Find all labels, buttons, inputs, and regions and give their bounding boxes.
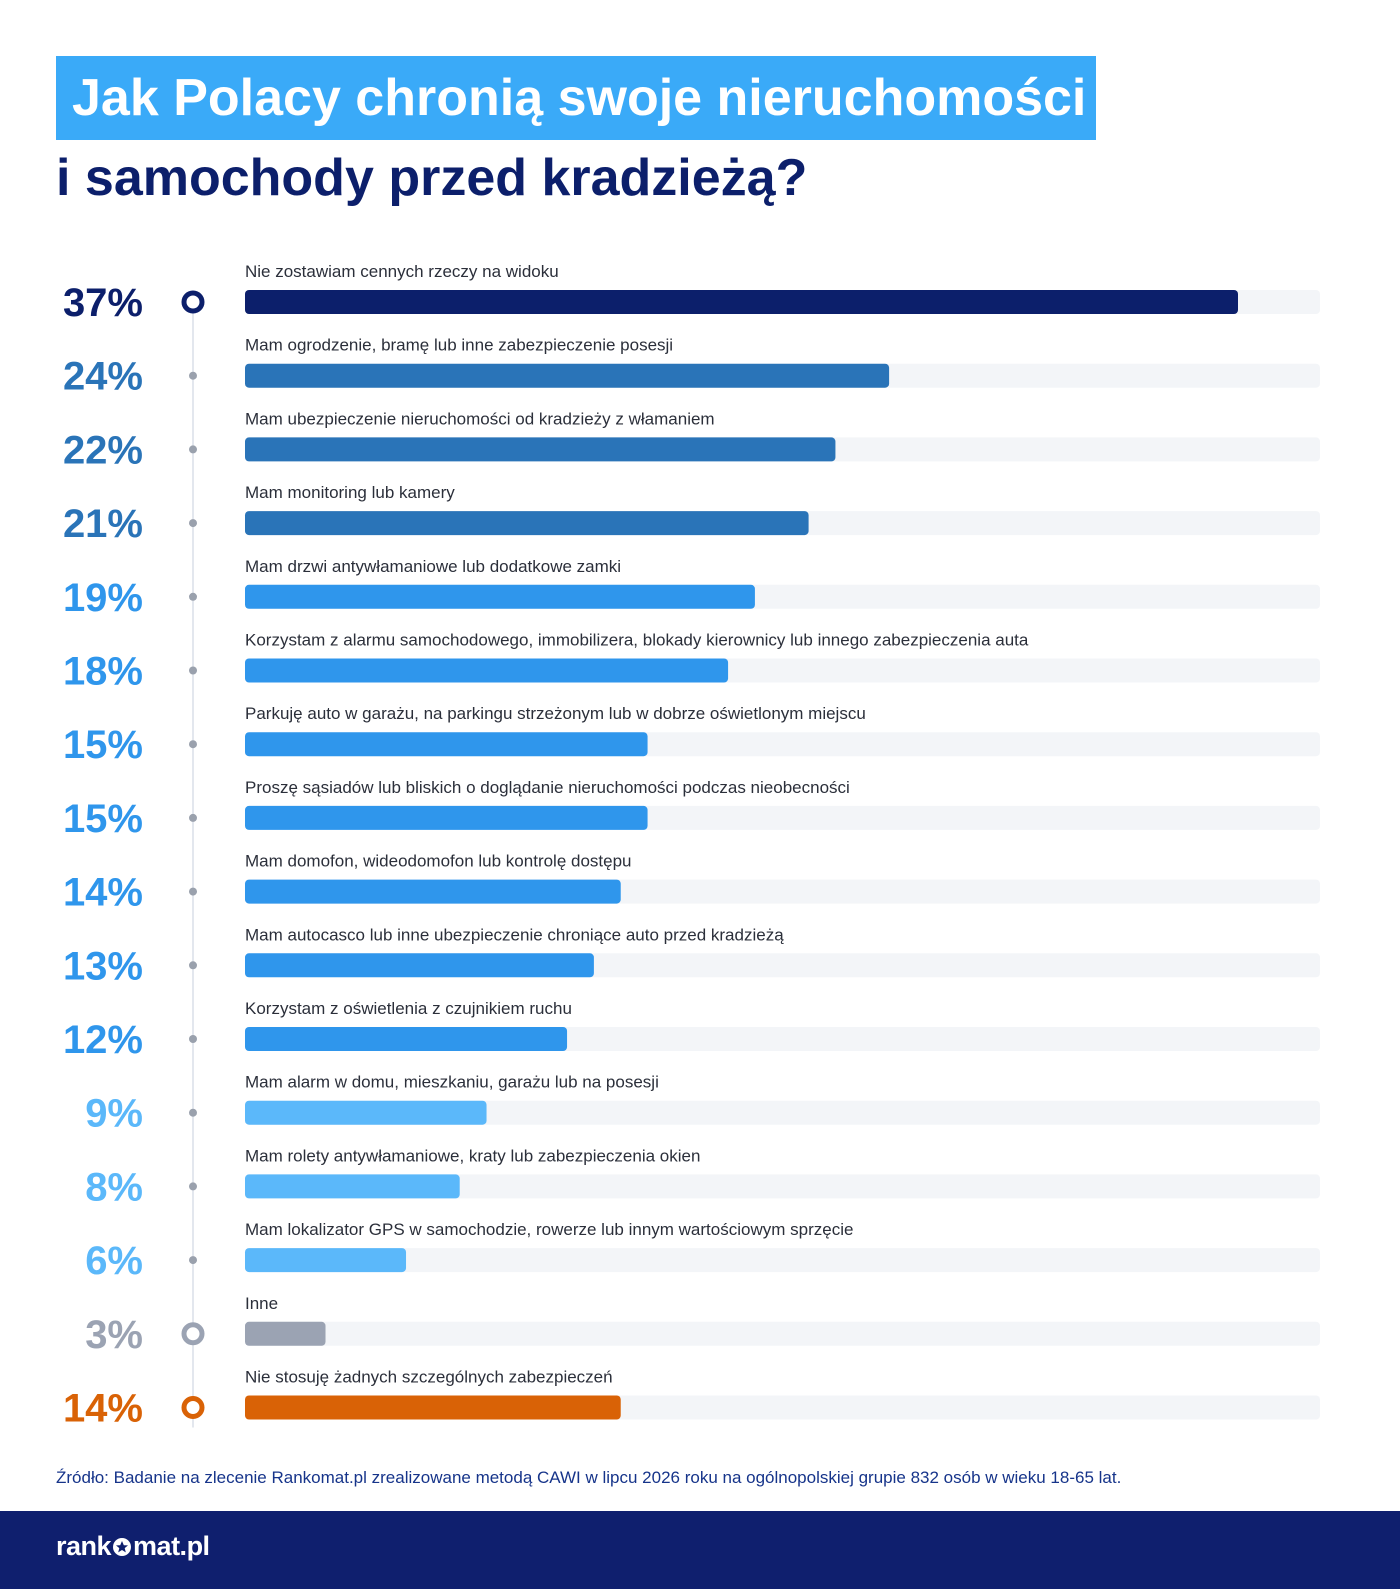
- bar-category-label: Mam ubezpieczenie nieruchomości od kradz…: [245, 409, 715, 428]
- bar-value-label: 18%: [63, 650, 143, 694]
- bar-value-label: 15%: [63, 797, 143, 841]
- bar: [245, 1100, 487, 1125]
- bar-category-label: Mam autocasco lub inne ubezpieczenie chr…: [245, 925, 784, 944]
- page-title-line1: Jak Polacy chronią swoje nieruchomości: [72, 69, 1087, 127]
- bar: [245, 1174, 460, 1199]
- bar-category-label: Mam ogrodzenie, bramę lub inne zabezpiec…: [245, 336, 673, 355]
- bar-value-label: 19%: [63, 576, 143, 620]
- bar-value-label: 6%: [85, 1239, 143, 1283]
- bar-value-label: 14%: [63, 871, 143, 915]
- bar: [245, 584, 755, 609]
- bar-category-label: Nie zostawiam cennych rzeczy na widoku: [245, 262, 559, 281]
- bar-category-label: Korzystam z alarmu samochodowego, immobi…: [245, 631, 1029, 650]
- bar: [245, 732, 648, 757]
- timeline-dot-marker: [189, 813, 197, 822]
- timeline-dot-marker: [189, 1035, 197, 1043]
- bar-category-label: Nie stosuję żadnych szczególnych zabezpi…: [245, 1368, 613, 1387]
- bar-value-label: 9%: [85, 1092, 143, 1136]
- rankomat-logo: rank mat.pl: [56, 1531, 210, 1562]
- bar-track: [245, 1248, 1320, 1273]
- timeline-dot-marker: [189, 592, 197, 601]
- bar-value-label: 13%: [63, 944, 143, 988]
- timeline-dot-marker: [189, 519, 197, 528]
- bar-track: [245, 1174, 1320, 1199]
- bar: [245, 1395, 621, 1420]
- timeline-dot-marker: [189, 1256, 197, 1265]
- bar-category-label: Mam alarm w domu, mieszkaniu, garażu lub…: [245, 1073, 659, 1092]
- bar-category-label: Mam monitoring lub kamery: [245, 483, 455, 502]
- logo-text-right: mat.pl: [133, 1531, 210, 1561]
- bar: [245, 437, 836, 462]
- bar-value-label: 3%: [85, 1313, 143, 1357]
- bar-value-label: 37%: [63, 281, 143, 325]
- bar: [245, 363, 890, 388]
- timeline-ring-marker: [181, 290, 205, 314]
- logo-text-left: rank: [56, 1531, 112, 1561]
- bar-value-label: 21%: [63, 502, 143, 546]
- bar-category-label: Mam drzwi antywłamaniowe lub dodatkowe z…: [245, 557, 621, 576]
- bar-value-label: 8%: [85, 1165, 143, 1209]
- bar: [245, 1027, 568, 1051]
- logo-star-icon: [113, 1537, 132, 1556]
- timeline-dot-marker: [189, 887, 197, 896]
- bar-value-label: 14%: [63, 1387, 143, 1431]
- bar-value-label: 22%: [63, 428, 143, 472]
- timeline-dot-marker: [189, 666, 197, 675]
- bar-value-label: 24%: [63, 355, 143, 399]
- bar-category-label: Mam rolety antywłamaniowe, kraty lub zab…: [245, 1146, 700, 1165]
- bar-value-label: 12%: [63, 1018, 143, 1062]
- timeline-dot-marker: [189, 961, 197, 970]
- timeline-dot-marker: [189, 740, 197, 749]
- bar-category-label: Proszę sąsiadów lub bliskich o doglądani…: [245, 778, 850, 797]
- bar: [245, 1321, 326, 1346]
- bar-category-label: Parkuję auto w garażu, na parkingu strze…: [245, 704, 866, 723]
- timeline-dot-marker: [189, 1182, 197, 1191]
- bar: [245, 658, 729, 683]
- bar: [245, 805, 648, 830]
- timeline-ring-marker: [181, 1396, 205, 1419]
- timeline-ring-marker: [181, 1322, 205, 1346]
- footer-bar: rank mat.pl: [0, 1511, 1400, 1589]
- bar: [245, 879, 621, 904]
- bar: [245, 1248, 407, 1273]
- bar-track: [245, 1100, 1320, 1125]
- timeline-dot-marker: [189, 371, 197, 380]
- bar-track: [245, 1321, 1320, 1346]
- bar-category-label: Korzystam z oświetlenia z czujnikiem ruc…: [245, 999, 572, 1018]
- page-title-line2: i samochody przed kradzieżą?: [56, 149, 808, 207]
- bar: [245, 290, 1238, 314]
- title-banner: Jak Polacy chronią swoje nieruchomości: [56, 56, 1096, 140]
- bar: [245, 511, 809, 536]
- bar-category-label: Mam lokalizator GPS w samochodzie, rower…: [245, 1220, 853, 1239]
- bar-category-label: Inne: [245, 1294, 278, 1313]
- timeline-dot-marker: [189, 1108, 197, 1117]
- source-note: Źródło: Badanie na zlecenie Rankomat.pl …: [56, 1468, 1122, 1487]
- bar-category-label: Mam domofon, wideodomofon lub kontrolę d…: [245, 852, 632, 871]
- bar: [245, 953, 594, 978]
- timeline-dot-marker: [189, 445, 197, 454]
- bar-value-label: 15%: [63, 723, 143, 767]
